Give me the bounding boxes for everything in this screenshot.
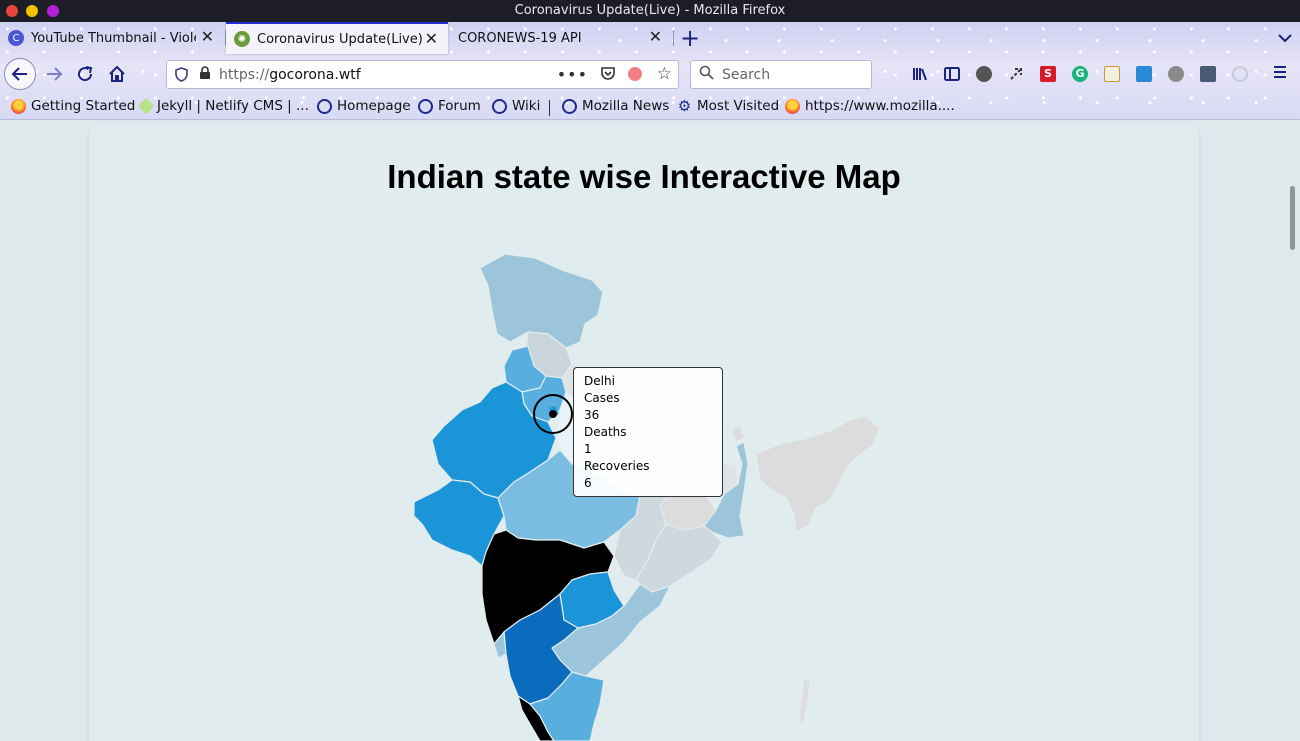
tab-coronavirus-update[interactable]: ✺ Coronavirus Update(Live) ✕	[226, 22, 448, 54]
url-protocol: https://	[219, 66, 270, 83]
tooltip-deaths-label: Deaths	[584, 425, 627, 439]
search-placeholder: Search	[722, 66, 771, 83]
tab-separator	[225, 30, 226, 46]
screenshot-extension-icon[interactable]	[1200, 66, 1216, 82]
map-state-tamil-nadu[interactable]	[529, 671, 605, 741]
share-arrow-icon[interactable]	[1008, 66, 1024, 82]
grammarly-icon[interactable]: G	[1072, 66, 1088, 82]
close-tab-icon[interactable]: ✕	[648, 27, 662, 46]
bookmark-label: Most Visited	[697, 98, 780, 114]
tooltip-cases-value: 36	[584, 408, 600, 422]
gear-icon: ⚙	[677, 96, 692, 115]
map-state-sikkim[interactable]	[731, 425, 745, 443]
library-icon[interactable]	[912, 66, 928, 82]
navigation-toolbar: https://gocorona.wtf ••• ☆ Search S G	[0, 54, 1300, 94]
page-scrollbar[interactable]	[1286, 120, 1300, 741]
youtube-thumbnail-favicon: C	[8, 30, 24, 46]
bookmark-homepage[interactable]: Homepage	[317, 98, 411, 114]
map-state-karnataka[interactable]	[503, 593, 579, 705]
extension-icon[interactable]	[628, 67, 642, 81]
bookmark-most-visited[interactable]: ⚙ Most Visited	[677, 98, 779, 114]
cursor-dot	[549, 410, 557, 418]
bookmark-label: Wiki	[512, 98, 541, 114]
globe-icon	[562, 98, 577, 114]
window-minimize-button[interactable]	[26, 5, 38, 17]
map-state-jammu-kashmir[interactable]	[479, 253, 604, 349]
browser-chrome: C YouTube Thumbnail - Viole ✕ ✺ Coronavi…	[0, 22, 1300, 120]
coronavirus-favicon: ✺	[234, 31, 250, 47]
tab-list-chevron-down-icon[interactable]	[1278, 28, 1292, 47]
tab-label: YouTube Thumbnail - Viole	[31, 30, 196, 46]
extension-s-icon[interactable]: S	[1040, 66, 1056, 82]
bookmark-label: Forum	[438, 98, 481, 114]
globe-icon	[317, 98, 332, 114]
window-titlebar: Coronavirus Update(Live) - Mozilla Firef…	[0, 0, 1300, 22]
bookmark-mozilla-news[interactable]: Mozilla News	[562, 98, 669, 114]
bookmark-label: Jekyll | Netlify CMS | ...	[157, 98, 309, 114]
bookmark-mozilla-url[interactable]: https://www.mozilla....	[785, 98, 955, 114]
tab-coronews-api[interactable]: CORONEWS-19 API ✕	[450, 22, 672, 54]
map-state-andaman-nicobar[interactable]	[799, 677, 811, 727]
bookmark-forum[interactable]: Forum	[418, 98, 481, 114]
search-bar[interactable]: Search	[690, 60, 872, 89]
scrollbar-thumb[interactable]	[1290, 186, 1295, 250]
bookmarks-toolbar: Getting Started Jekyll | Netlify CMS | .…	[0, 94, 1300, 120]
tab-strip: C YouTube Thumbnail - Viole ✕ ✺ Coronavi…	[0, 22, 1300, 54]
globe-icon	[418, 98, 433, 114]
extension-circle-icon[interactable]	[1168, 66, 1184, 82]
notes-extension-icon[interactable]	[1104, 66, 1120, 82]
account-avatar-icon[interactable]	[976, 66, 992, 82]
bookmark-wiki[interactable]: Wiki	[492, 98, 540, 114]
window-title: Coronavirus Update(Live) - Mozilla Firef…	[514, 3, 786, 18]
firefox-icon	[11, 98, 26, 114]
bookmark-label: Homepage	[337, 98, 411, 114]
pocket-icon[interactable]	[600, 66, 616, 85]
close-tab-icon[interactable]: ✕	[200, 27, 214, 46]
tooltip-deaths-value: 1	[584, 442, 592, 456]
new-tab-plus-icon[interactable]: +	[680, 24, 701, 52]
globe-icon	[492, 98, 507, 114]
tooltip-recoveries-label: Recoveries	[584, 459, 650, 473]
map-state-odisha[interactable]	[635, 523, 723, 593]
close-tab-icon[interactable]: ✕	[424, 29, 438, 48]
map-state-northeast[interactable]	[755, 415, 881, 533]
hamburger-menu-icon[interactable]	[1272, 64, 1288, 80]
window-maximize-button[interactable]	[47, 5, 59, 17]
tab-separator	[673, 30, 674, 46]
tooltip-recoveries-value: 6	[584, 476, 592, 490]
reload-icon[interactable]	[71, 60, 99, 88]
page-content: Indian state wise Interactive Map	[0, 120, 1300, 741]
window-close-button[interactable]	[6, 5, 18, 17]
cursor-ring	[533, 394, 573, 434]
bookmark-label: https://www.mozilla....	[805, 98, 955, 114]
netlify-icon	[137, 97, 155, 115]
state-tooltip: Delhi Cases 36 Deaths 1 Recoveries 6	[573, 367, 723, 497]
tab-label: Coronavirus Update(Live)	[257, 31, 423, 47]
tooltip-cases-label: Cases	[584, 391, 620, 405]
extension-ring-icon[interactable]	[1232, 66, 1248, 82]
map-state-goa[interactable]	[493, 631, 507, 659]
tab-label: CORONEWS-19 API	[458, 30, 582, 46]
tracking-protection-shield-icon[interactable]	[175, 66, 189, 83]
tab-youtube-thumbnail[interactable]: C YouTube Thumbnail - Viole ✕	[0, 22, 224, 54]
tooltip-state-name: Delhi	[584, 374, 615, 388]
bookmark-separator	[549, 100, 550, 116]
forward-arrow-icon[interactable]	[40, 60, 68, 88]
url-host: gocorona.wtf	[269, 66, 361, 83]
bookmark-label: Getting Started	[31, 98, 136, 114]
bookmark-jekyll-netlify[interactable]: Jekyll | Netlify CMS | ...	[137, 97, 309, 115]
page-title: Indian state wise Interactive Map	[387, 158, 901, 195]
bookmark-label: Mozilla News	[582, 98, 670, 114]
sidebar-icon[interactable]	[944, 66, 960, 82]
back-arrow-icon[interactable]	[4, 58, 36, 90]
search-icon	[699, 65, 714, 84]
home-icon[interactable]	[103, 60, 131, 88]
bookmark-star-icon[interactable]: ☆	[656, 64, 672, 84]
firefox-icon	[785, 98, 800, 114]
url-bar[interactable]: https://gocorona.wtf ••• ☆	[166, 60, 679, 89]
download-extension-icon[interactable]	[1136, 66, 1152, 82]
page-actions-menu-icon[interactable]: •••	[556, 65, 588, 84]
bookmark-getting-started[interactable]: Getting Started	[11, 98, 135, 114]
lock-icon[interactable]	[199, 66, 211, 83]
